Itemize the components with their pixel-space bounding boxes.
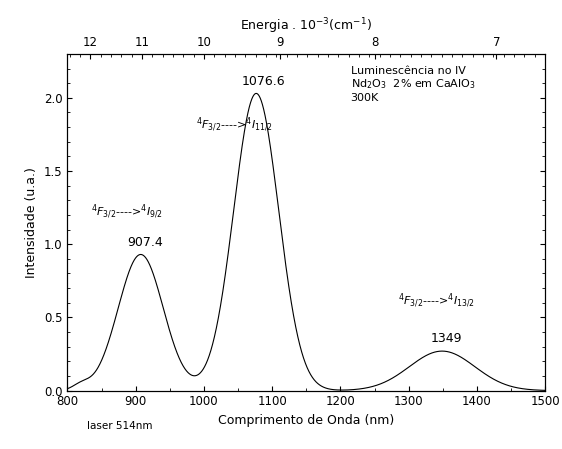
X-axis label: Energia . 10$^{-3}$(cm$^{-1}$): Energia . 10$^{-3}$(cm$^{-1}$) <box>241 17 372 36</box>
Text: 1076.6: 1076.6 <box>242 75 285 88</box>
Text: 1349: 1349 <box>430 332 462 345</box>
Text: $^4F_{3/2}$---->$^4I_{13/2}$: $^4F_{3/2}$---->$^4I_{13/2}$ <box>398 291 475 310</box>
X-axis label: Comprimento de Onda (nm): Comprimento de Onda (nm) <box>218 414 395 427</box>
Text: $^4F_{3/2}$---->$^4I_{9/2}$: $^4F_{3/2}$---->$^4I_{9/2}$ <box>91 202 163 221</box>
Text: $^4F_{3/2}$---->$^4I_{11/2}$: $^4F_{3/2}$---->$^4I_{11/2}$ <box>196 116 273 134</box>
Text: Luminescência no IV
Nd$_2$O$_3$  2% em CaAlO$_3$
300K: Luminescência no IV Nd$_2$O$_3$ 2% em Ca… <box>351 66 475 103</box>
Text: laser 514nm: laser 514nm <box>87 421 152 431</box>
Y-axis label: Intensidade (u.a.): Intensidade (u.a.) <box>25 167 38 277</box>
Text: 907.4: 907.4 <box>127 236 162 249</box>
